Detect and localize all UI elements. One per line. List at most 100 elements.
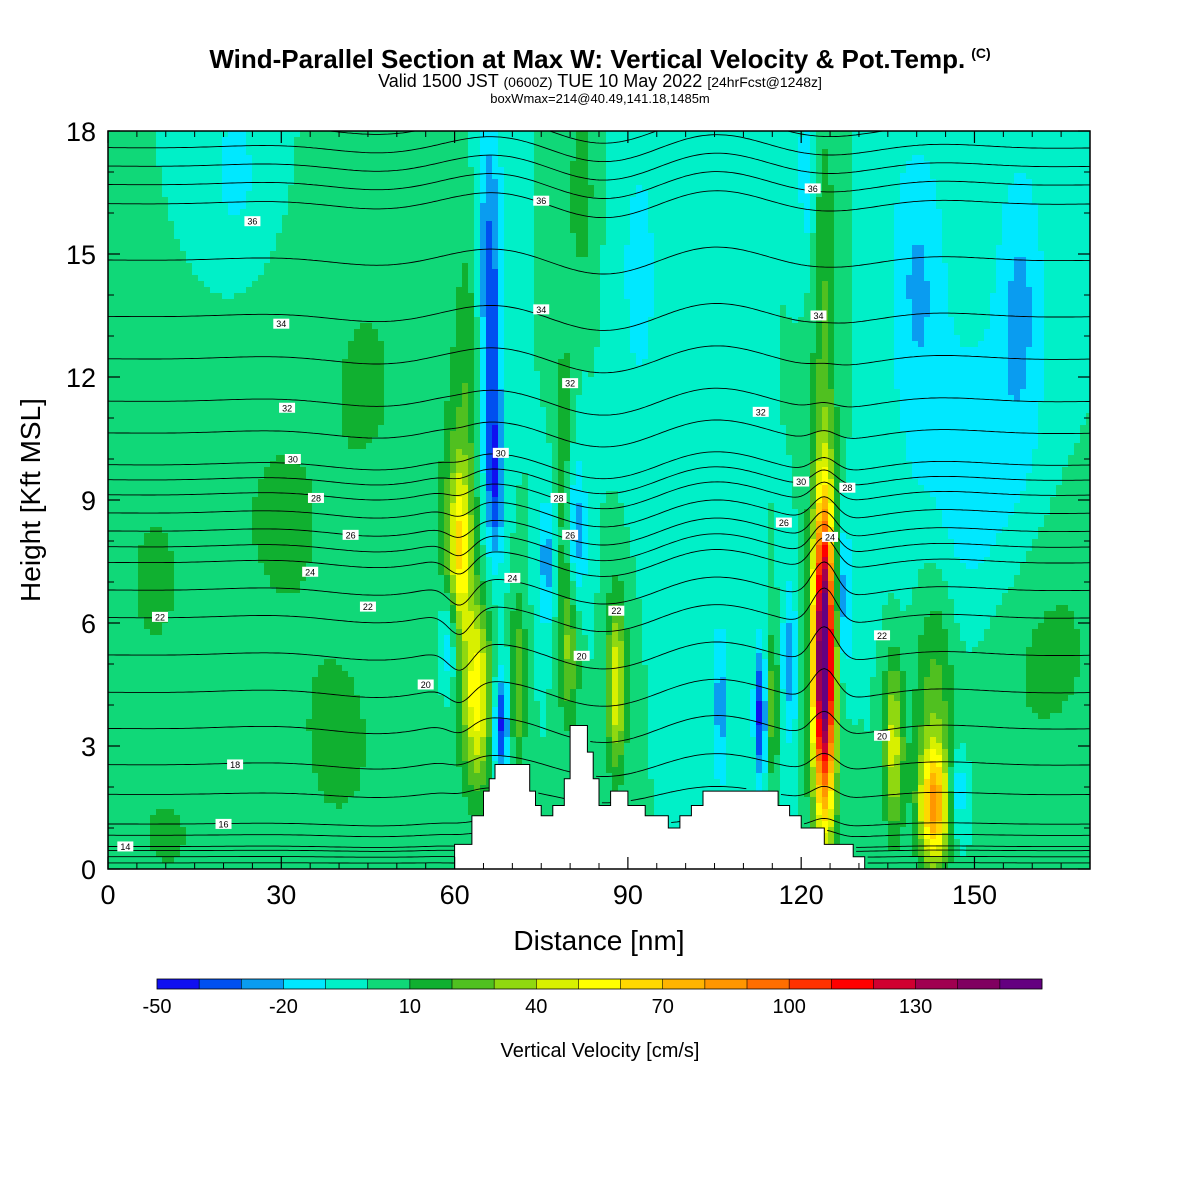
w-cell [594, 233, 601, 240]
w-cell [870, 281, 877, 288]
w-cell [456, 197, 463, 204]
w-cell [270, 287, 277, 294]
w-cell [708, 209, 715, 216]
w-cell [744, 269, 751, 276]
w-cell [840, 215, 847, 222]
w-cell [654, 233, 661, 240]
w-cell [708, 269, 715, 276]
w-cell [234, 227, 241, 234]
w-cell [498, 143, 505, 150]
w-cell [990, 245, 997, 252]
w-cell [486, 149, 493, 156]
w-cell [678, 197, 685, 204]
w-cell [174, 173, 181, 180]
w-cell [702, 269, 709, 276]
w-cell [714, 251, 721, 258]
w-cell [234, 299, 241, 306]
w-cell [282, 251, 289, 258]
w-cell [216, 269, 223, 276]
w-cell [750, 281, 757, 288]
w-cell [396, 275, 403, 282]
w-cell [588, 167, 595, 174]
w-cell [582, 251, 589, 258]
w-cell [594, 167, 601, 174]
w-cell [372, 257, 379, 264]
w-cell [828, 197, 835, 204]
w-cell [546, 239, 553, 246]
w-cell [1080, 281, 1087, 288]
w-cell [396, 173, 403, 180]
w-cell [384, 245, 391, 252]
w-cell [954, 149, 961, 156]
w-cell [288, 137, 295, 144]
w-cell [180, 263, 187, 270]
w-cell [810, 137, 817, 144]
w-cell [828, 137, 835, 144]
w-cell [840, 281, 847, 288]
w-cell [270, 137, 277, 144]
w-cell [534, 131, 541, 138]
w-cell [978, 191, 985, 198]
w-cell [684, 221, 691, 228]
w-cell [906, 209, 913, 216]
w-cell [294, 287, 301, 294]
w-cell [606, 167, 613, 174]
w-cell [270, 203, 277, 210]
w-cell [1008, 239, 1015, 246]
w-cell [1014, 209, 1021, 216]
w-cell [120, 215, 127, 222]
w-cell [876, 305, 883, 312]
w-cell [696, 197, 703, 204]
w-cell [390, 269, 397, 276]
w-cell [612, 245, 619, 252]
w-cell [1074, 275, 1081, 282]
w-cell [612, 209, 619, 216]
w-cell [1026, 167, 1033, 174]
w-cell [138, 173, 145, 180]
w-cell [606, 245, 613, 252]
w-cell [774, 275, 781, 282]
w-cell [558, 221, 565, 228]
w-cell [180, 173, 187, 180]
w-cell [366, 305, 373, 312]
w-cell [720, 149, 727, 156]
w-cell [822, 143, 829, 150]
w-cell [648, 281, 655, 288]
w-cell [414, 131, 421, 138]
w-cell [642, 275, 649, 282]
w-cell [1026, 221, 1033, 228]
w-cell [690, 233, 697, 240]
w-cell [300, 155, 307, 162]
w-cell [696, 179, 703, 186]
w-cell [798, 239, 805, 246]
w-cell [366, 167, 373, 174]
w-cell [276, 209, 283, 216]
w-cell [738, 257, 745, 264]
w-cell [996, 257, 1003, 264]
w-cell [672, 281, 679, 288]
w-cell [300, 269, 307, 276]
w-cell [558, 305, 565, 312]
w-cell [210, 305, 217, 312]
w-cell [600, 257, 607, 264]
w-cell [882, 281, 889, 288]
w-cell [126, 287, 133, 294]
w-cell [186, 167, 193, 174]
w-cell [990, 257, 997, 264]
w-cell [714, 281, 721, 288]
w-cell [948, 203, 955, 210]
w-cell [738, 149, 745, 156]
w-cell [114, 209, 121, 216]
w-cell [774, 305, 781, 312]
w-cell [1020, 143, 1027, 150]
w-cell [204, 287, 211, 294]
w-cell [504, 257, 511, 264]
w-cell [810, 269, 817, 276]
w-cell [420, 215, 427, 222]
w-cell [1002, 149, 1009, 156]
w-cell [678, 275, 685, 282]
w-cell [936, 305, 943, 312]
w-cell [696, 215, 703, 222]
w-cell [642, 269, 649, 276]
w-cell [720, 293, 727, 300]
